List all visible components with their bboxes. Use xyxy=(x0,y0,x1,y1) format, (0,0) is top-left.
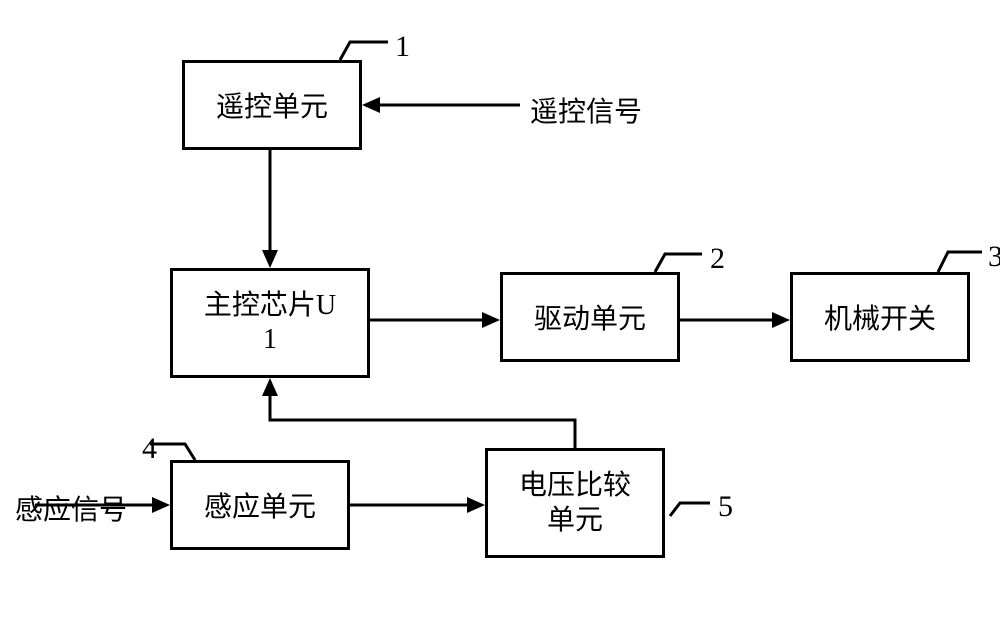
label-sense-signal: 感应信号 xyxy=(15,488,127,528)
tag-text: 3 xyxy=(988,240,1000,273)
node-remote-unit: 遥控单元 xyxy=(182,60,362,150)
node-label: 感应单元 xyxy=(204,485,316,525)
tag-5: 5 xyxy=(718,490,733,524)
tag-1: 1 xyxy=(395,30,410,64)
node-label: 驱动单元 xyxy=(534,297,646,337)
node-mech-switch: 机械开关 xyxy=(790,272,970,362)
tag-text: 1 xyxy=(395,30,410,63)
node-drive-unit: 驱动单元 xyxy=(500,272,680,362)
tag-text: 4 xyxy=(142,432,157,465)
label-text: 遥控信号 xyxy=(530,97,642,128)
node-voltage-comp: 电压比较 单元 xyxy=(485,448,665,558)
node-sensor-unit: 感应单元 xyxy=(170,460,350,550)
node-label: 遥控单元 xyxy=(216,85,328,125)
label-remote-signal: 遥控信号 xyxy=(530,90,642,130)
node-label: 机械开关 xyxy=(824,297,936,337)
tag-text: 2 xyxy=(710,242,725,275)
diagram-canvas: 遥控单元 主控芯片U 1 驱动单元 机械开关 感应单元 电压比较 单元 遥控信号… xyxy=(0,0,1000,619)
tag-3: 3 xyxy=(988,240,1000,274)
tag-text: 5 xyxy=(718,490,733,523)
label-text: 感应信号 xyxy=(15,495,127,526)
node-main-chip: 主控芯片U 1 xyxy=(170,268,370,378)
node-label: 主控芯片U 1 xyxy=(204,289,336,356)
node-label: 电压比较 单元 xyxy=(519,468,631,538)
tag-2: 2 xyxy=(710,242,725,276)
tag-4: 4 xyxy=(142,432,157,466)
